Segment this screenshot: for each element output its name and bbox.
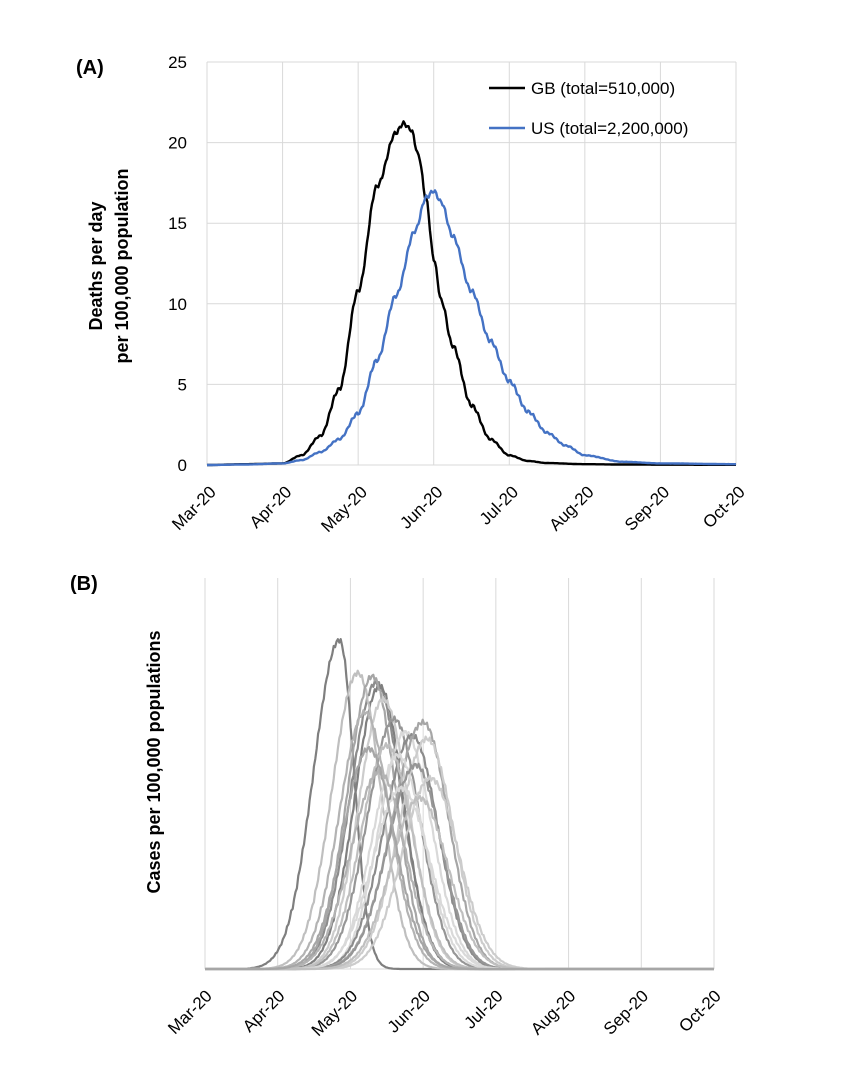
chart-b-xtick-4: Jul-20 [461, 986, 507, 1032]
legend-us-label: US (total=2,200,000) [531, 119, 688, 138]
chart-b-xtick-6: Sep-20 [600, 986, 652, 1038]
chart-b-xtick-2: May-20 [308, 986, 362, 1040]
chart-b-series-region-8-line [205, 730, 714, 971]
chart-a-ytick-2: 10 [168, 295, 187, 314]
chart-a-xtick-6: Sep-20 [621, 482, 673, 534]
chart-a-x-tick-labels: Mar-20 Apr-20 May-20 Jun-20 Jul-20 Aug-20 Sep-… [168, 482, 749, 536]
panel-a-label: (A) [76, 57, 104, 79]
chart-b-series-region-10-line [205, 718, 714, 971]
chart-a-y-axis-label: Deaths per day per 100,000 population [86, 168, 132, 363]
chart-b-series-region-9-line [205, 732, 714, 971]
chart-a-xtick-3: Jun-20 [396, 482, 446, 532]
chart-a-xtick-5: Aug-20 [545, 482, 597, 534]
chart-a-xtick-1: Apr-20 [246, 482, 296, 532]
chart-a-xtick-7: Oct-20 [699, 482, 749, 532]
chart-b-x-tick-labels: Mar-20 Apr-20 May-20 Jun-20 Jul-20 Aug-20 Sep-… [164, 986, 725, 1040]
chart-a-legend: GB (total=510,000) US (total=2,200,000) [489, 79, 688, 138]
chart-b-xtick-0: Mar-20 [164, 986, 216, 1038]
chart-a-ylabel-line1: Deaths per day [86, 201, 106, 330]
chart-a-xtick-4: Jul-20 [476, 482, 522, 528]
chart-b-series-region-12-line [205, 709, 714, 971]
chart-a-ytick-1: 5 [178, 375, 187, 394]
chart-a-series [207, 120, 736, 467]
chart-a-series-gb-line [207, 120, 736, 467]
chart-b-series [205, 638, 714, 971]
chart-b: (B) Mar-20 Apr-20 May-20 Jun-20 Jul-20 Aug-20… [70, 573, 725, 1040]
chart-a-ylabel-line2: per 100,000 population [112, 168, 132, 363]
chart-b-series-region-20-line [205, 745, 714, 971]
chart-a-ytick-0: 0 [178, 456, 187, 475]
chart-a-ytick-4: 20 [168, 134, 187, 153]
chart-b-xtick-1: Apr-20 [239, 986, 289, 1036]
chart-a-y-tick-labels: 0 5 10 15 20 25 [168, 53, 187, 475]
chart-b-xtick-5: Aug-20 [527, 986, 579, 1038]
chart-b-y-axis-label: Cases per 100,000 populations [144, 630, 164, 893]
panel-b-label: (B) [70, 573, 98, 595]
chart-a-xtick-0: Mar-20 [168, 482, 220, 534]
chart-a-series-us-line [207, 189, 736, 467]
chart-b-series-region-11-line [205, 735, 714, 971]
chart-b-series-region-7-line [205, 715, 714, 971]
chart-a-ytick-3: 15 [168, 214, 187, 233]
chart-b-xtick-3: Jun-20 [384, 986, 434, 1036]
chart-a-xtick-2: May-20 [317, 482, 371, 536]
chart-b-xtick-7: Oct-20 [675, 986, 725, 1036]
legend-gb-label: GB (total=510,000) [531, 79, 675, 98]
chart-b-gridlines [204, 578, 715, 970]
chart-a: (A) 0 5 10 15 20 25 Mar-20 Apr-20 May-20 Jun-20 J… [76, 53, 749, 536]
chart-a-ytick-5: 25 [168, 53, 187, 72]
